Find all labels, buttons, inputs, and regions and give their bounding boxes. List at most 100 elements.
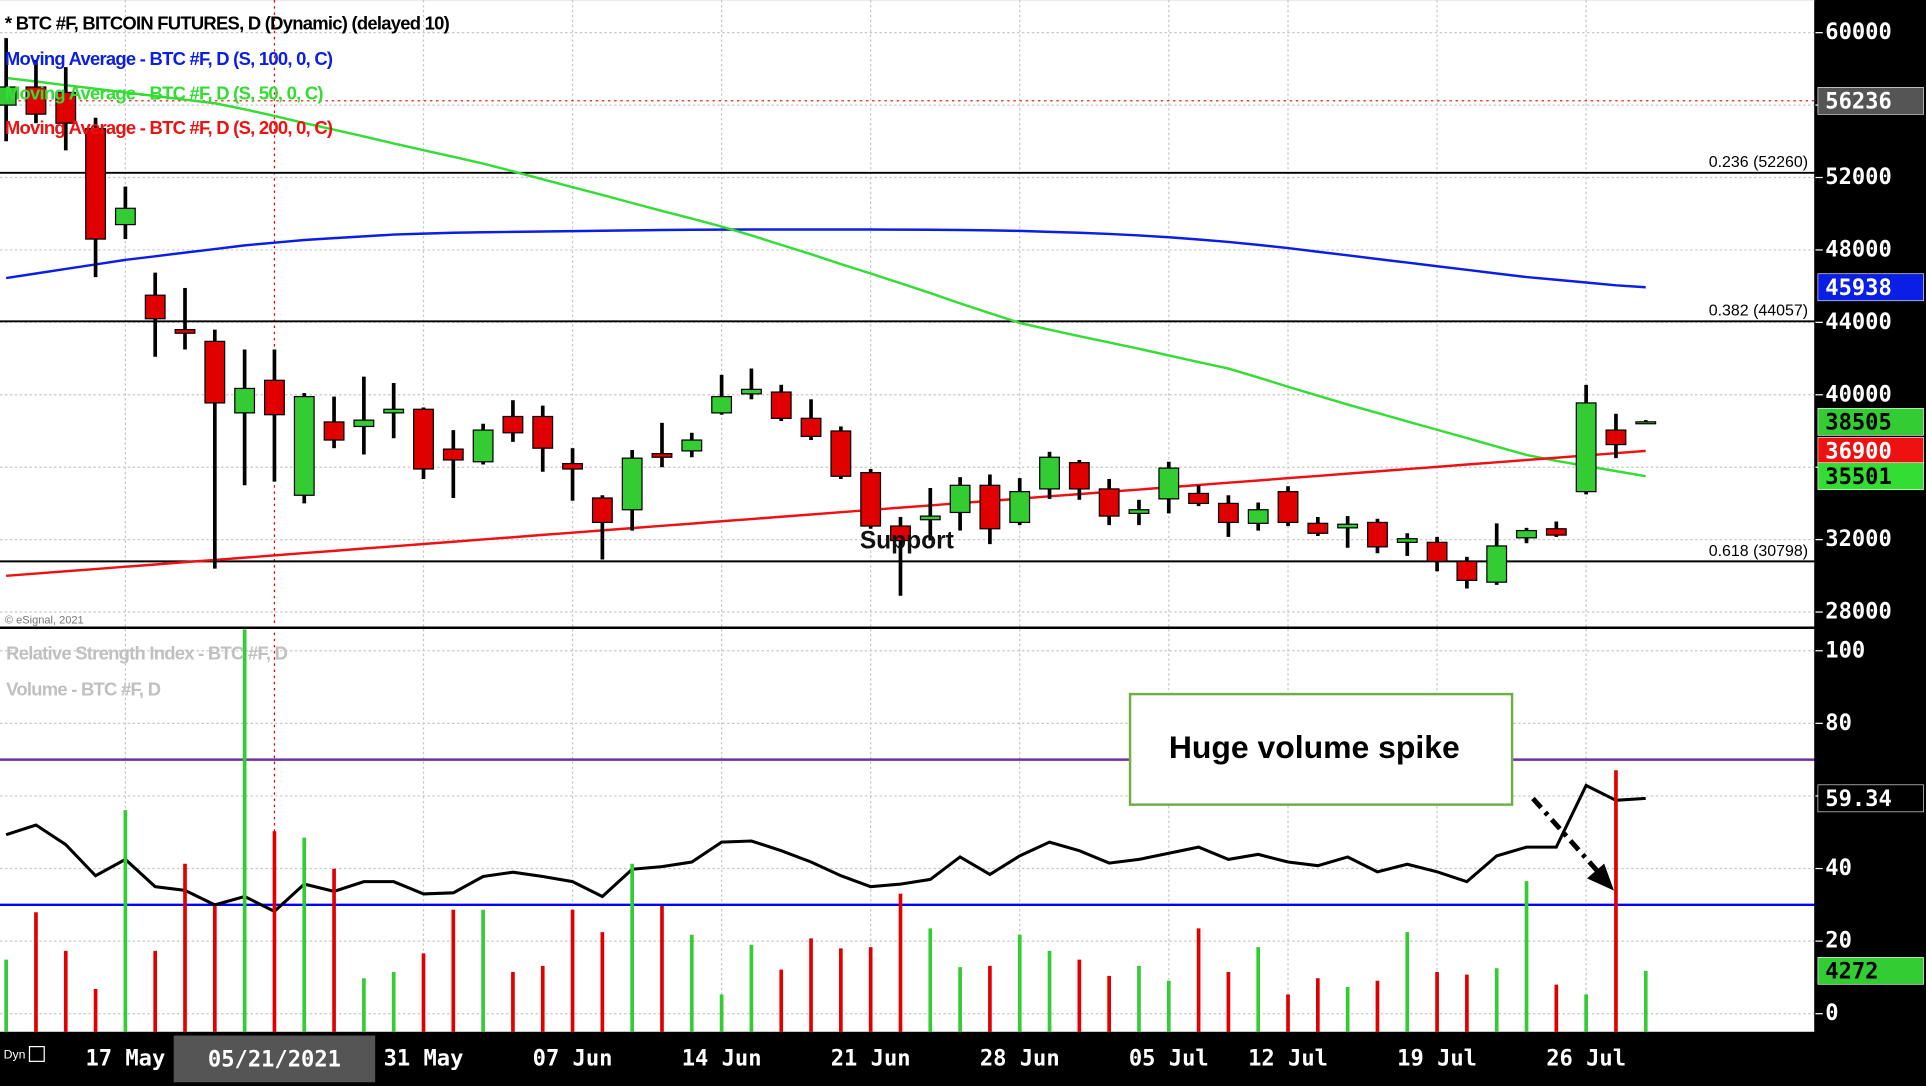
candle-body [1188,492,1210,505]
candle-body [681,439,703,452]
fib-label: 0.382 (44057) [1709,303,1808,320]
fib-label: 0.236 (52260) [1709,154,1808,171]
y-tick-label: 28000 [1825,599,1892,625]
candle-body [770,391,792,419]
candle-body [800,417,822,438]
cursor-date-box [173,1035,376,1083]
candle-body [234,387,256,414]
candle-body [442,448,464,461]
x-tick-label: 21 Jun [831,1045,911,1071]
legend-entry: Volume - BTC #F, D [6,678,161,699]
candle-body [1545,528,1567,536]
candle-body [413,408,434,470]
candle-body [979,484,1001,530]
ma-marker-box [1817,462,1924,491]
right-axis-panel [1815,0,1926,1086]
copyright: © eSignal, 2021 [5,614,84,626]
moving-average-line [5,76,1646,478]
candle-body [1128,509,1150,514]
y-tick-label: 52000 [1825,164,1892,190]
candle-body [711,395,733,414]
fib-label: 0.618 (30798) [1709,543,1808,560]
x-tick-label: 12 Jul [1248,1045,1328,1071]
candle-body [383,408,405,414]
candle-body [949,484,971,514]
candle-body [293,395,315,496]
overlay: * BTC #F, BITCOIN FUTURES, D (Dynamic) (… [4,13,1924,1083]
candle-body [1426,541,1448,562]
candle-body [1605,429,1627,446]
y-tick-label: 40 [1825,855,1852,881]
candle-body [1277,491,1299,524]
chart-title: * BTC #F, BITCOIN FUTURES, D (Dynamic) (… [5,13,450,34]
y-tick-label: 40000 [1825,381,1892,407]
candle-body [144,294,166,320]
candle-body [1039,456,1060,490]
candle-body [1337,523,1359,529]
candle-body [55,91,77,124]
y-tick-label: 100 [1825,637,1865,663]
ma-marker-box [1817,437,1924,465]
candle-body [1516,529,1537,539]
ma-marker: 36900 [1825,439,1892,465]
candle-body [1307,522,1329,534]
candle-body [114,207,136,226]
annotation-text: Huge volume spike [1169,729,1460,765]
candle-body [1635,421,1657,425]
candle-body [651,453,673,458]
marks [0,38,1816,1032]
x-tick-label: 28 Jun [980,1045,1060,1071]
candle-body [25,86,47,115]
candle-body [323,421,345,441]
candle-body [502,415,524,434]
x-tick-label: 05 Jul [1129,1045,1209,1071]
x-tick-label: 17 May [85,1045,165,1071]
candle-body [1575,402,1597,493]
candle-body [1367,521,1388,548]
candle-body [1217,502,1239,524]
candle-body [353,419,375,428]
arrow-head [1586,863,1615,891]
volume-marker: 4272 [1825,959,1878,985]
x-tick-label: 26 Jul [1546,1045,1626,1071]
candle-body [591,497,613,524]
x-tick-label: 07 Jun [533,1045,613,1071]
candle-body [830,430,852,477]
volume-marker-box [1817,957,1924,985]
candle-body [740,388,762,395]
annotation-arrow [1531,796,1604,878]
rsi-line [5,783,1646,914]
candle-body [472,429,494,463]
cursor-price-marker-box [1817,87,1924,115]
x-tick-label: 19 Jul [1397,1045,1477,1071]
moving-average-line [5,228,1646,289]
rsi-marker: 59.34 [1825,786,1892,812]
support-annotation: Support [860,527,954,554]
candle-body [1158,467,1180,500]
candle-body [562,462,583,470]
candle-body [890,525,911,542]
legend-entry: Relative Strength Index - BTC #F, D [6,643,287,664]
legend-entry: Moving Average - BTC #F, D (S, 200, 0, C… [5,117,333,138]
footer-label: Dyn [4,1047,26,1061]
candle-body [85,128,107,240]
candle-body [264,379,285,416]
ma-marker: 35501 [1825,464,1892,490]
cursor-date-label: 05/21/2021 [208,1047,341,1073]
y-tick-label: 32000 [1825,526,1892,552]
ma-marker: 45938 [1825,275,1892,301]
y-tick-label: 80 [1825,710,1852,736]
price-marker: 38505 [1825,410,1892,436]
annotation-box [1128,692,1514,806]
x-tick-label: 14 Jun [682,1045,762,1071]
candle-body [1247,509,1269,524]
candle-body [860,472,882,527]
candle-body [1396,538,1418,543]
candle-body [919,515,941,521]
moving-average-line [6,449,1646,578]
y-tick-label: 48000 [1825,236,1892,262]
plot-background [0,0,1816,1032]
y-tick-label: 20 [1825,928,1852,954]
